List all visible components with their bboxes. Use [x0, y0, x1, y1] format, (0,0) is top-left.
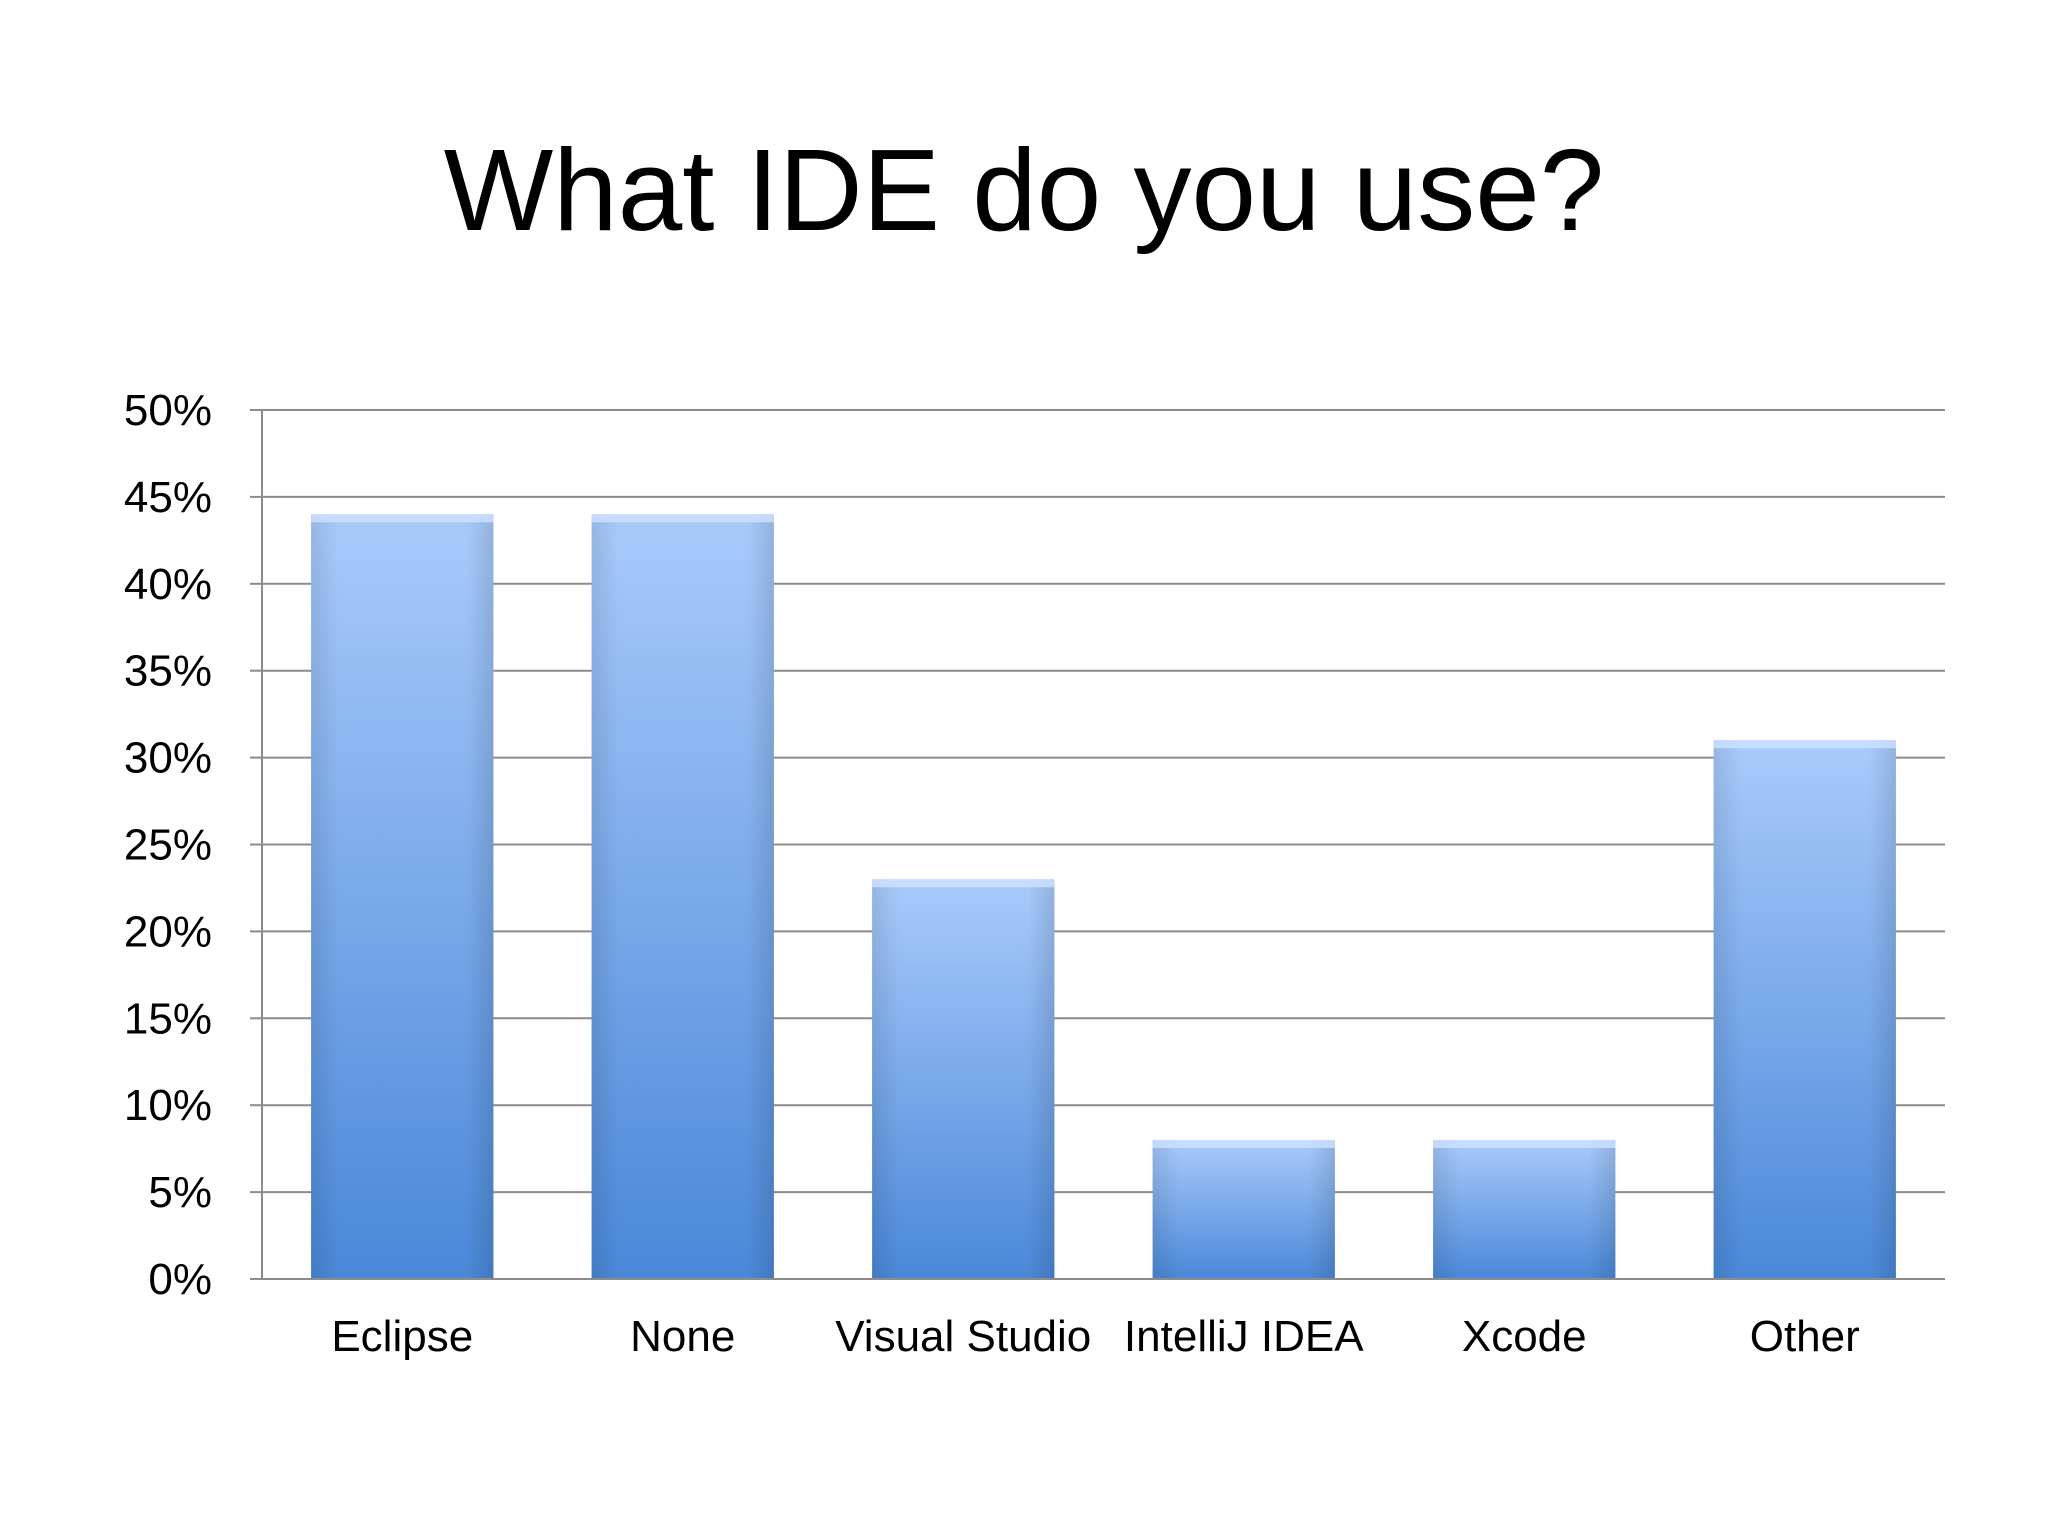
bar-shade	[1152, 1139, 1335, 1279]
x-category-label: None	[630, 1312, 735, 1361]
bar-shade	[872, 879, 1055, 1279]
bar-shade	[591, 514, 774, 1279]
bar-shade	[311, 514, 494, 1279]
bar-top-highlight	[311, 514, 494, 523]
y-tick-label: 10%	[124, 1081, 212, 1130]
bar-top-highlight	[591, 514, 774, 523]
bar	[1152, 1139, 1335, 1279]
y-tick-label: 30%	[124, 734, 212, 783]
gridlines	[262, 409, 1945, 1194]
x-category-label: Visual Studio	[835, 1312, 1091, 1361]
x-category-label: Eclipse	[331, 1312, 473, 1361]
y-tick-label: 0%	[148, 1255, 212, 1304]
x-category-label: Other	[1750, 1312, 1860, 1361]
bar-shade	[1433, 1139, 1616, 1279]
bar	[1713, 740, 1896, 1279]
bar-top-highlight	[1713, 740, 1896, 749]
y-tick-label: 15%	[124, 994, 212, 1043]
x-category-label: IntelliJ IDEA	[1124, 1312, 1364, 1361]
x-axis-labels: Eclipse None Visual Studio IntelliJ IDEA Xco…	[331, 1312, 1859, 1361]
bar-top-highlight	[872, 879, 1055, 888]
bar	[872, 879, 1055, 1279]
bar	[591, 514, 774, 1279]
x-category-label: Xcode	[1462, 1312, 1587, 1361]
bar-top-highlight	[1152, 1139, 1335, 1148]
slide-title: What IDE do you use?	[443, 125, 1605, 255]
y-tick-label: 20%	[124, 907, 212, 956]
bar	[1433, 1139, 1616, 1279]
y-tick-label: 5%	[148, 1168, 212, 1217]
y-tick-label: 25%	[124, 821, 212, 870]
y-tick-label: 50%	[124, 386, 212, 435]
y-tick-label: 35%	[124, 647, 212, 696]
y-axis-ticks: 0% 5% 10% 15% 20% 25% 30% 35% 40% 45% 50%	[124, 386, 262, 1304]
y-tick-label: 45%	[124, 473, 212, 522]
bar-top-highlight	[1433, 1139, 1616, 1148]
bar	[311, 514, 494, 1279]
axes	[261, 410, 1945, 1280]
bar-shade	[1713, 740, 1896, 1279]
y-tick-label: 40%	[124, 560, 212, 609]
bars	[311, 514, 1896, 1279]
